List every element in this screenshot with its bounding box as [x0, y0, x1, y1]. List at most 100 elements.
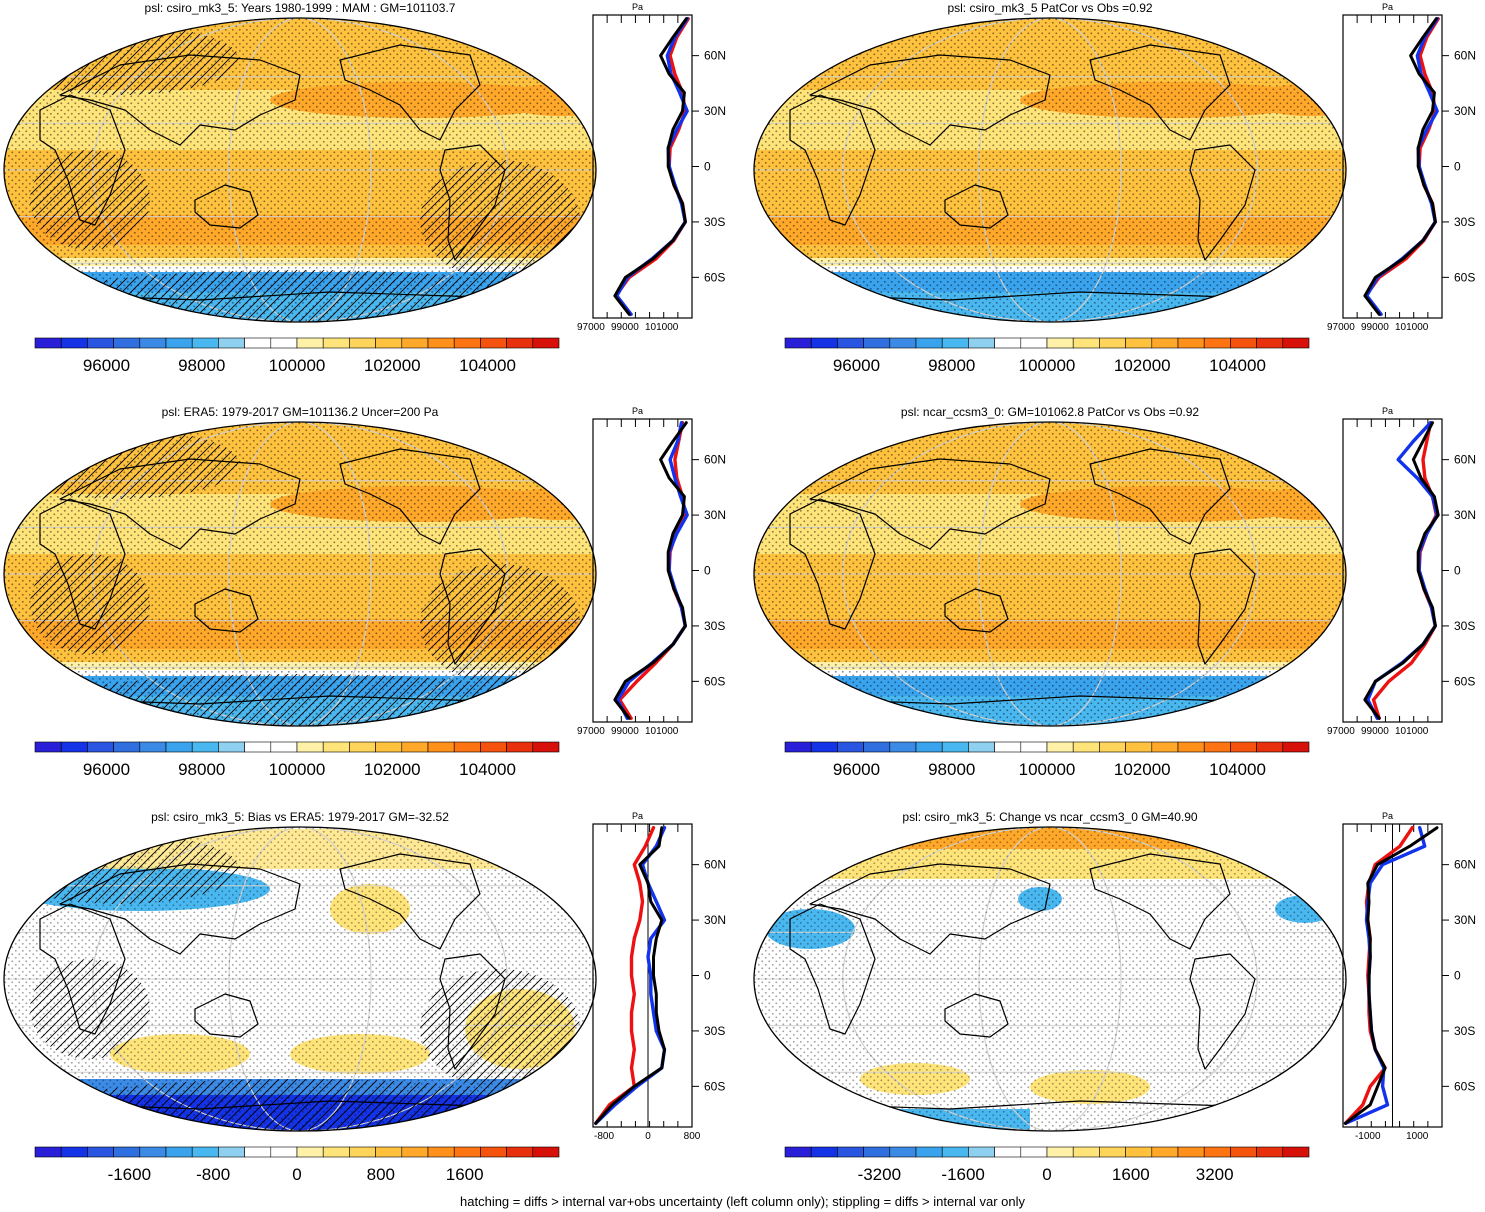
colorbar-tick-label: 96000 — [83, 356, 130, 375]
colorbar-swatch — [915, 741, 943, 753]
colorbar-tick-label: 98000 — [178, 356, 225, 375]
colorbar-swatch — [968, 741, 995, 753]
colorbar-swatch — [296, 1146, 324, 1158]
coastline-australia — [944, 588, 1009, 633]
colorbar-swatch — [837, 741, 864, 753]
profile-series-line — [1365, 17, 1439, 316]
hatching-africa — [30, 554, 150, 654]
colorbar-swatch — [1203, 337, 1231, 349]
colorbar: -3200 -1600 0 1600 3200 — [784, 1146, 1310, 1184]
colorbar-swatch — [375, 1146, 403, 1158]
colorbar-swatch — [784, 1146, 812, 1158]
colorbar-swatch — [87, 1146, 114, 1158]
colorbar-swatch — [1203, 1146, 1231, 1158]
profile-lat-label: 0 — [704, 564, 711, 578]
profile-lat-label: 60N — [1454, 453, 1476, 467]
profile-lat-label: 30N — [1454, 104, 1476, 118]
colorbar-swatch — [994, 1146, 1022, 1158]
colorbar-swatch — [889, 337, 917, 349]
colorbar-swatch — [1177, 337, 1205, 349]
colorbar-swatch — [1256, 741, 1284, 753]
colorbar-swatch — [810, 741, 838, 753]
colorbar-tick-label: 0 — [1042, 1165, 1051, 1184]
colorbar-swatch — [889, 1146, 917, 1158]
profile-lat-label: 30N — [1454, 508, 1476, 522]
profile-lat-label: 30S — [1454, 619, 1475, 633]
colorbar-tick-label: 102000 — [1114, 760, 1171, 779]
colorbar-swatch — [1282, 741, 1310, 753]
colorbar-swatch — [453, 1146, 481, 1158]
colorbar-swatch — [1020, 741, 1048, 753]
colorbar-swatch — [401, 1146, 429, 1158]
colorbar-swatch — [1072, 1146, 1100, 1158]
profile-series-line — [614, 17, 690, 316]
hatching-africa — [30, 150, 150, 250]
colorbar-swatch — [218, 1146, 245, 1158]
map-outline — [3, 421, 597, 727]
colorbar-swatch — [60, 1146, 88, 1158]
coastline-south-america — [439, 144, 506, 261]
profile-units: Pa — [1382, 811, 1393, 821]
coastline-australia — [194, 184, 259, 229]
hatching-north — [4, 25, 240, 95]
profile-lat-label: 60S — [1454, 1079, 1475, 1093]
coastline-north-america — [339, 853, 481, 950]
colorbar-swatch — [480, 741, 507, 753]
colorbar-swatch — [139, 337, 167, 349]
colorbar-swatch — [1125, 1146, 1153, 1158]
colorbar-swatch — [1151, 1146, 1179, 1158]
map-title: psl: csiro_mk3_5: Years 1980-1999 : MAM … — [145, 1, 456, 15]
profile-series-line — [1366, 421, 1439, 720]
colorbar-swatch — [889, 741, 917, 753]
colorbar-tick-label: 96000 — [83, 760, 130, 779]
colorbar-swatch — [1099, 337, 1126, 349]
colorbar-swatch — [532, 741, 560, 753]
profile-lat-label: 0 — [704, 160, 711, 174]
colorbar-swatch — [244, 1146, 272, 1158]
colorbar-swatch — [506, 337, 534, 349]
colorbar-swatch — [270, 337, 298, 349]
colorbar-swatch — [296, 741, 324, 753]
zonal-profile: Pa 60N 30N 0 30S 60S 97000 99000 101000 — [577, 2, 726, 333]
colorbar-swatch — [427, 741, 455, 753]
panel-1: psl: csiro_mk3_5: Years 1980-1999 : MAM … — [3, 1, 726, 375]
profile-series-line — [613, 17, 688, 316]
profile-x-label: 97000 — [1327, 726, 1355, 737]
coastline-africa — [789, 94, 876, 226]
coastline-eurasia — [809, 458, 1051, 550]
map-outline — [753, 421, 1347, 727]
colorbar-swatch — [480, 337, 507, 349]
profile-series-line — [594, 826, 656, 1125]
colorbar: 96000 98000 100000 102000 104000 — [784, 741, 1310, 779]
colorbar-swatch — [1151, 741, 1179, 753]
coastline-north-america — [1089, 853, 1231, 950]
profile-series-line — [594, 826, 666, 1125]
profile-series-line — [1343, 826, 1427, 1125]
coastline-north-america — [339, 448, 481, 545]
stippling-overlay — [754, 18, 1346, 322]
hatching-north — [4, 429, 240, 499]
panel-2: psl: csiro_mk3_5 PatCor vs Obs =0.92 9600… — [753, 1, 1476, 375]
profile-lat-label: 60N — [704, 49, 726, 63]
colorbar-swatch — [191, 1146, 219, 1158]
colorbar-swatch — [60, 337, 88, 349]
colorbar-swatch — [837, 337, 864, 349]
coastline-south-america — [1189, 953, 1256, 1070]
colorbar-swatch — [1020, 337, 1048, 349]
coastline-south-america — [1189, 144, 1256, 261]
profile-units: Pa — [1382, 2, 1393, 12]
map-outline — [3, 17, 597, 323]
coastline-africa — [39, 498, 126, 630]
profile-lat-label: 30N — [704, 104, 726, 118]
hatching-south-atlantic — [420, 969, 580, 1089]
colorbar-tick-label: 98000 — [928, 760, 975, 779]
colorbar-swatch — [453, 741, 481, 753]
map-outline — [3, 826, 597, 1132]
colorbar-swatch — [296, 337, 324, 349]
coastline-australia — [944, 993, 1009, 1038]
profile-lat-label: 0 — [1454, 969, 1461, 983]
map-title: psl: ERA5: 1979-2017 GM=101136.2 Uncer=2… — [162, 405, 439, 419]
profile-lat-label: 30S — [704, 1024, 725, 1038]
colorbar-swatch — [994, 741, 1022, 753]
